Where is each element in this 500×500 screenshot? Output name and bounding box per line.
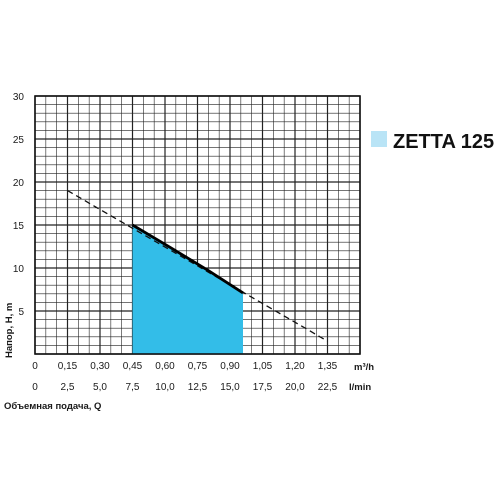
curve-layer: [67, 190, 328, 342]
x-tick-label-lmin: 12,5: [188, 382, 208, 393]
y-axis-title: Напор, Н, m: [4, 303, 15, 358]
x-tick-labels-lmin: 0 2,5 5,0 7,5 10,0 12,5 15,0 17,5 20,0 22,5: [32, 382, 337, 393]
full-curve-dashed: [67, 190, 328, 342]
x-axis-title: Объемная подача, Q: [4, 401, 101, 412]
x-tick-label-lmin: 5,0: [93, 382, 107, 393]
x-unit-top: m³/h: [354, 362, 374, 373]
plot-frame: [34, 95, 361, 355]
x-tick-label-m3h: 0,75: [188, 361, 208, 372]
y-tick-label: 15: [13, 221, 25, 232]
x-tick-label-m3h: 0,90: [220, 361, 240, 372]
y-tick-labels: 5 10 15 20 25 30: [13, 92, 25, 318]
y-tick-label: 5: [18, 307, 24, 318]
x-tick-label-m3h: 0,30: [90, 361, 110, 372]
x-tick-label-lmin: 15,0: [220, 382, 240, 393]
x-tick-labels-m3h: 0 0,15 0,30 0,45 0,60 0,75 0,90 1,05 1,20 1,35: [32, 361, 337, 372]
x-tick-label-m3h: 0,15: [58, 361, 78, 372]
x-tick-label-lmin: 0: [32, 382, 38, 393]
x-tick-label-m3h: 1,35: [318, 361, 338, 372]
y-tick-label: 30: [13, 92, 25, 103]
working-range-layer: [132, 225, 243, 354]
working-range-area: [132, 225, 243, 354]
x-tick-label-lmin: 17,5: [253, 382, 273, 393]
x-tick-label-lmin: 20,0: [285, 382, 305, 393]
x-tick-label-lmin: 2,5: [61, 382, 75, 393]
x-tick-label-lmin: 7,5: [126, 382, 140, 393]
x-tick-label-lmin: 10,0: [155, 382, 175, 393]
x-tick-label-m3h: 1,20: [285, 361, 305, 372]
working-curve-line: [131, 223, 244, 295]
x-unit-bottom: l/min: [349, 382, 371, 393]
x-tick-label-m3h: 0: [32, 361, 38, 372]
x-tick-label-m3h: 0,60: [155, 361, 175, 372]
legend-label: ZETTA 125: [393, 131, 494, 153]
x-tick-label-m3h: 0,45: [123, 361, 143, 372]
x-tick-label-lmin: 22,5: [318, 382, 338, 393]
y-tick-label: 20: [13, 178, 25, 189]
y-tick-label: 10: [13, 264, 25, 275]
plot-border: [34, 95, 361, 355]
y-tick-label: 25: [13, 135, 25, 146]
x-tick-label-m3h: 1,05: [253, 361, 273, 372]
legend-swatch: [371, 131, 387, 147]
